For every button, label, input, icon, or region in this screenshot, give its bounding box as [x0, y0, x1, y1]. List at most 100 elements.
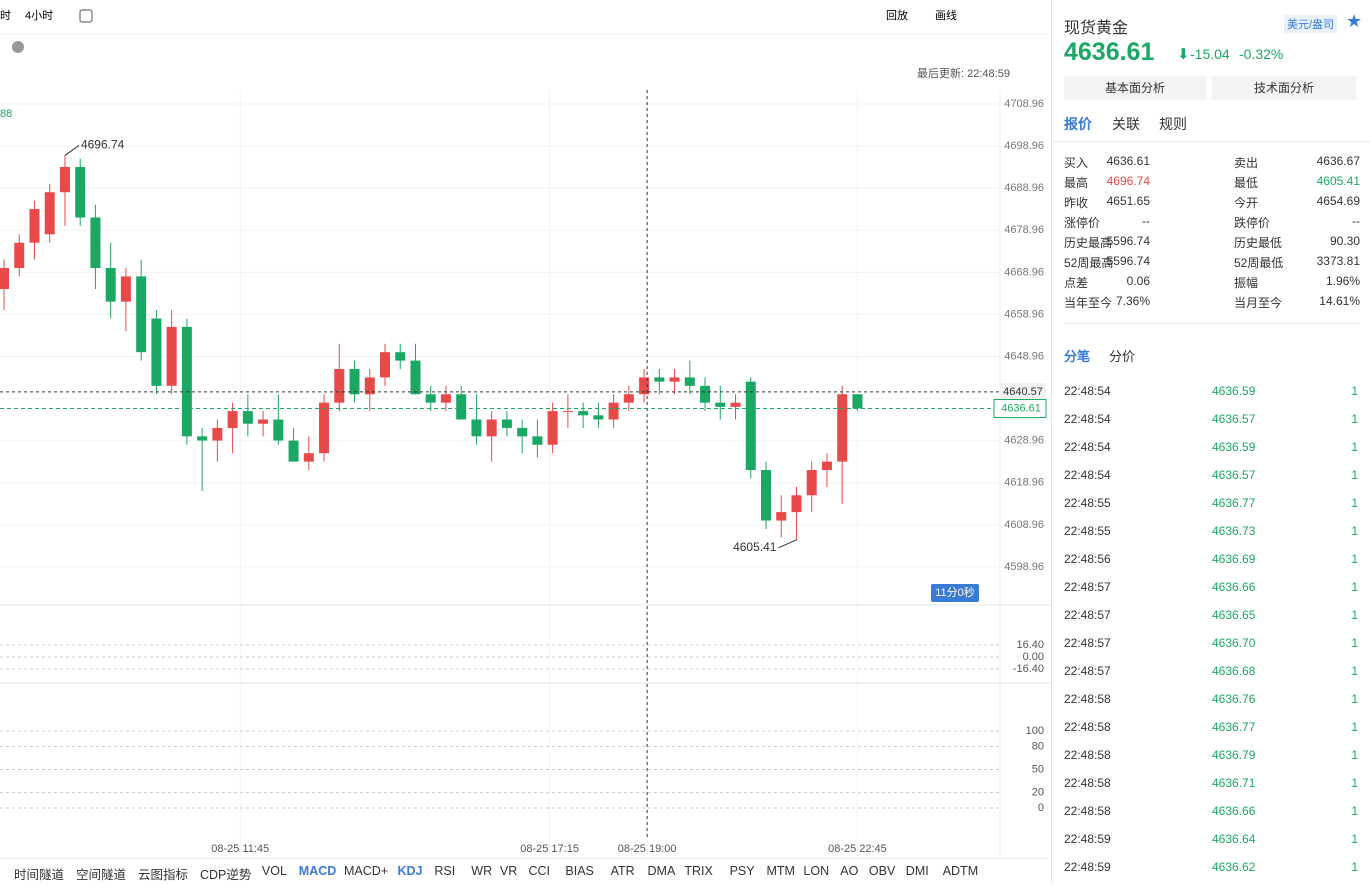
tab[interactable]: 规则 [1159, 116, 1187, 132]
unit: 美元/盎司 [1284, 15, 1338, 33]
trade-cell: 22:48:57 [1064, 608, 1111, 622]
candle-body [288, 440, 299, 462]
candle-body [395, 352, 406, 361]
indicator-tab[interactable]: WR [471, 864, 493, 878]
trade-cell: 1 [1351, 440, 1358, 454]
candle-body [730, 402, 741, 407]
y-tick-label: 50 [1032, 763, 1044, 775]
trade-cell: 22:48:57 [1064, 664, 1111, 678]
trade-cell: 1 [1351, 412, 1358, 426]
indicator-tab[interactable]: VOL [261, 864, 287, 878]
arrow: ⬇ [1177, 46, 1190, 63]
indicator-tab[interactable]: DMA [647, 864, 676, 878]
indicator-tab[interactable]: MACD [298, 864, 337, 878]
btn[interactable]: 基本面分析 [1064, 76, 1206, 100]
trade-cell: 1 [1351, 384, 1358, 398]
trade-cell: 22:48:54 [1064, 468, 1111, 482]
candle-body [623, 394, 634, 403]
trade-cell: 22:48:54 [1064, 384, 1111, 398]
y-tick-label: 4618.96 [1004, 477, 1044, 489]
indicator-tab[interactable]: AO [840, 864, 859, 878]
tab[interactable]: 分价 [1109, 349, 1136, 364]
indicator-tab[interactable]: ATR [610, 864, 635, 878]
candle-body [242, 411, 253, 424]
indicator-tab[interactable]: RSI [434, 864, 456, 878]
candle-body [410, 360, 421, 395]
indicator-tab[interactable]: LON [803, 864, 830, 878]
candle-body [380, 352, 390, 378]
trade-cell: 4636.62 [1212, 860, 1256, 874]
candle-body [364, 377, 375, 395]
indicator-tab[interactable]: 时间隧道 [14, 868, 65, 882]
quote-cell: 今开 [1234, 196, 1259, 210]
candle-body [90, 217, 101, 268]
trade-cell: 22:48:58 [1064, 748, 1111, 762]
update: 最后更新: 22:48:59 [917, 66, 1010, 80]
candle-body [821, 461, 832, 471]
x-tick-label: 08-25 22:45 [828, 843, 887, 855]
indicator-tab[interactable]: VR [499, 864, 518, 878]
x-tick-label: 08-25 17:15 [520, 843, 579, 855]
x-tick-label: 08-25 11:45 [211, 843, 269, 855]
pointer [778, 539, 797, 549]
indicator-bar: 时间隧道 空间隧道 云图指标 CDP逆势 VOL MACD MACD+ KDJ RSI WR VR C… [0, 858, 1050, 885]
trade-cell: 1 [1351, 748, 1358, 762]
btn[interactable]: 画线 [935, 8, 957, 22]
candle-body [486, 419, 497, 437]
indicator-tab[interactable]: MACD+ [344, 864, 389, 878]
quote-panel: 现货黄金 美元/盎司 ★ 4636.61 ⬇ -15.04 -0.32% 基本面… [1051, 0, 1370, 884]
tf[interactable]: 4小时 [25, 9, 53, 22]
last-price: 4636.61 [1001, 402, 1041, 414]
trade-cell: 1 [1351, 524, 1358, 538]
chart: 时 4小时 回放 画线 最后更新: 22:48:59 88 4598.96 460… [0, 8, 1050, 855]
quote-cell: 涨停价 [1064, 216, 1101, 230]
candle-body [334, 369, 345, 403]
indicator-tab[interactable]: TRIX [684, 864, 713, 878]
y-tick-label: 80 [1032, 740, 1044, 752]
quote-cell: 4696.74 [1106, 174, 1150, 188]
quote-cell: 跌停价 [1234, 216, 1271, 230]
indicator-tab[interactable]: PSY [729, 864, 755, 878]
quote-cell: 0.06 [1126, 274, 1150, 288]
trade-cell: 22:48:59 [1064, 832, 1111, 846]
indicator-tab[interactable]: MTM [766, 864, 795, 878]
tab[interactable]: 分笔 [1064, 349, 1091, 364]
candle-body [562, 411, 573, 413]
pct: -0.32% [1239, 46, 1284, 62]
candle-body [136, 276, 147, 353]
tf[interactable]: 时 [0, 9, 11, 22]
tab[interactable]: 关联 [1112, 116, 1140, 132]
quote-cell: -- [1142, 214, 1150, 228]
candle-body [471, 419, 482, 437]
high-label: 4696.74 [81, 138, 125, 152]
quote-cell: 最低 [1234, 176, 1259, 190]
trade-cell: 4636.66 [1212, 804, 1256, 818]
candle-body [837, 394, 848, 462]
y-tick-label: 4608.96 [1004, 519, 1044, 531]
candle-body [105, 267, 116, 302]
trade-cell: 4636.70 [1212, 636, 1256, 650]
candle-body [578, 411, 589, 416]
candle-body [517, 427, 528, 437]
indicator-tab[interactable]: 云图指标 [138, 868, 189, 882]
trade-cell: 1 [1351, 664, 1358, 678]
indicator-tab[interactable]: OBV [868, 864, 896, 878]
indicator-tab[interactable]: BIAS [565, 864, 594, 878]
indicator-tab[interactable]: CCI [528, 864, 551, 878]
star[interactable]: ★ [1346, 11, 1363, 31]
crosshair-price: 4640.57 [1003, 386, 1043, 398]
tab[interactable]: 报价 [1064, 116, 1092, 132]
trade-cell: 4636.57 [1212, 412, 1256, 426]
trade-cell: 4636.77 [1212, 720, 1256, 734]
y-tick-label: 4628.96 [1004, 435, 1044, 447]
btn[interactable]: 回放 [886, 8, 908, 22]
indicator-tab[interactable]: CDP逆势 [200, 868, 252, 882]
btn[interactable]: 技术面分析 [1212, 76, 1356, 100]
tag [1000, 382, 1046, 401]
countdown-bg [931, 584, 979, 602]
indicator-tab[interactable]: DMI [905, 864, 929, 878]
trade-cell: 4636.69 [1212, 552, 1256, 566]
indicator-tab[interactable]: KDJ [397, 864, 423, 878]
indicator-tab[interactable]: ADTM [942, 864, 979, 878]
indicator-tab[interactable]: 空间隧道 [76, 868, 127, 882]
